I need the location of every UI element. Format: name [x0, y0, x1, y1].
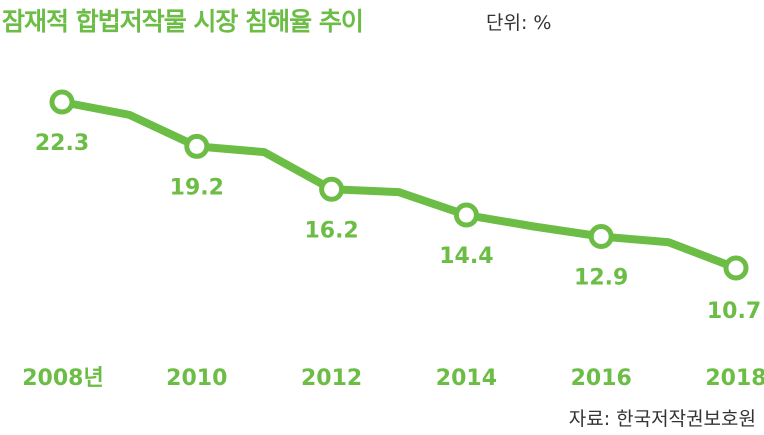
x-tick-label: 2018 — [705, 366, 764, 391]
value-label: 12.9 — [574, 266, 628, 291]
value-label: 14.4 — [439, 244, 493, 269]
x-tick-label: 2014 — [436, 366, 497, 391]
chart-title: 잠재적 합법저작물 시장 침해율 추이 — [2, 7, 364, 36]
value-label: 16.2 — [304, 218, 358, 243]
data-point-marker — [588, 224, 614, 250]
series-line — [58, 98, 740, 272]
x-tick-label: 2010 — [166, 366, 227, 391]
data-point-marker — [723, 255, 749, 281]
value-label: 22.3 — [35, 131, 89, 156]
unit-label: 단위: % — [486, 12, 552, 34]
x-tick-label: 2016 — [571, 366, 632, 391]
value-label: 10.7 — [707, 299, 761, 324]
value-label: 19.2 — [170, 175, 224, 200]
data-point-marker — [453, 202, 479, 228]
data-point-marker — [319, 176, 345, 202]
x-tick-label: 2008년 — [22, 366, 103, 391]
data-point-marker — [49, 89, 75, 115]
source-note: 자료: 한국저작권보호원 — [568, 408, 756, 430]
line-chart: 22.3 2008년 19.2 2010 16.2 2012 14.4 2014 12.9 201… — [22, 89, 764, 391]
x-tick-label: 2012 — [301, 366, 362, 391]
data-point-marker — [184, 133, 210, 159]
